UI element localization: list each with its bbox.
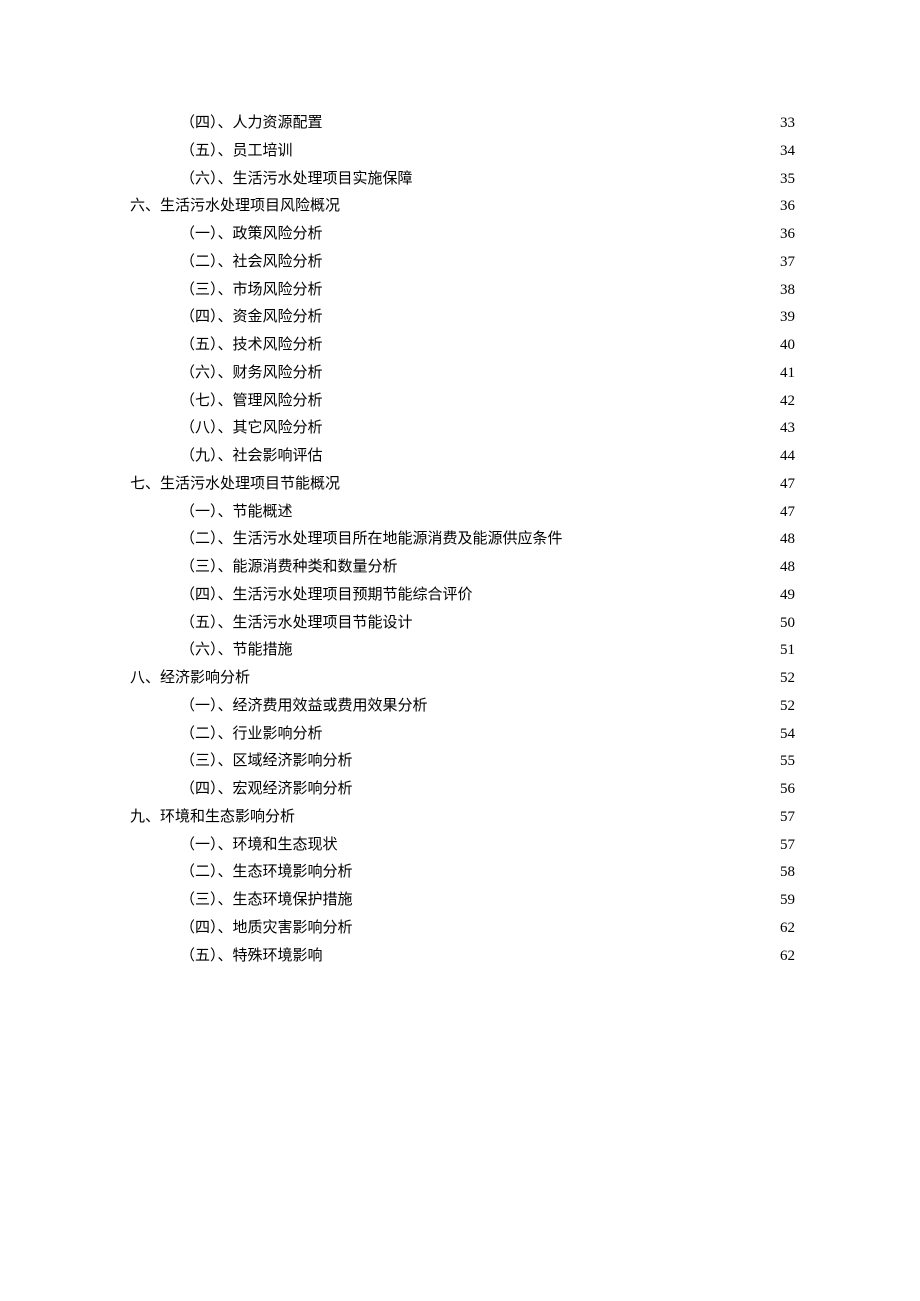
toc-entry: （三）、市场风险分析 38	[130, 277, 795, 305]
toc-entry: （七）、管理风险分析 42	[130, 388, 795, 416]
toc-entry: （三）、能源消费种类和数量分析 48	[130, 554, 795, 582]
toc-entry-page: 35	[780, 166, 795, 194]
toc-entry: （六）、节能措施 51	[130, 637, 795, 665]
toc-entry: （三）、区域经济影响分析 55	[130, 748, 795, 776]
toc-entry-page: 36	[780, 193, 795, 221]
toc-entry-label: （六）、节能措施	[180, 637, 293, 665]
toc-entry: （二）、行业影响分析 54	[130, 721, 795, 749]
toc-entry-page: 36	[780, 221, 795, 249]
toc-entry-label: 七、生活污水处理项目节能概况	[130, 471, 340, 499]
toc-entry-label: 九、环境和生态影响分析	[130, 804, 295, 832]
toc-entry-label: （七）、管理风险分析	[180, 388, 323, 416]
toc-entry: （四）、宏观经济影响分析 56	[130, 776, 795, 804]
toc-entry-page: 49	[780, 582, 795, 610]
toc-entry-label: （六）、财务风险分析	[180, 360, 323, 388]
toc-entry: （二）、生活污水处理项目所在地能源消费及能源供应条件 48	[130, 526, 795, 554]
toc-entry: （四）、生活污水处理项目预期节能综合评价 49	[130, 582, 795, 610]
toc-entry-page: 39	[780, 304, 795, 332]
toc-entry-page: 42	[780, 388, 795, 416]
toc-entry: （一）、经济费用效益或费用效果分析 52	[130, 693, 795, 721]
toc-entry-label: （三）、市场风险分析	[180, 277, 323, 305]
toc-entry-label: 八、经济影响分析	[130, 665, 250, 693]
toc-entry-page: 33	[780, 110, 795, 138]
toc-entry-label: （二）、生态环境影响分析	[180, 859, 353, 887]
toc-entry-label: （四）、人力资源配置	[180, 110, 323, 138]
toc-entry-label: （五）、技术风险分析	[180, 332, 323, 360]
toc-entry-page: 47	[780, 499, 795, 527]
toc-entry: （一）、政策风险分析 36	[130, 221, 795, 249]
toc-entry-page: 56	[780, 776, 795, 804]
toc-entry-label: （二）、社会风险分析	[180, 249, 323, 277]
toc-entry-label: （四）、生活污水处理项目预期节能综合评价	[180, 582, 473, 610]
toc-entry-page: 48	[780, 554, 795, 582]
toc-entry-page: 43	[780, 415, 795, 443]
toc-entry-page: 55	[780, 748, 795, 776]
toc-entry-page: 50	[780, 610, 795, 638]
toc-entry: （九）、社会影响评估 44	[130, 443, 795, 471]
toc-entry: （五）、技术风险分析 40	[130, 332, 795, 360]
toc-entry: 九、环境和生态影响分析 57	[130, 804, 795, 832]
toc-entry: （三）、生态环境保护措施 59	[130, 887, 795, 915]
toc-entry: 八、经济影响分析 52	[130, 665, 795, 693]
toc-entry-label: （八）、其它风险分析	[180, 415, 323, 443]
toc-entry-page: 58	[780, 859, 795, 887]
toc-entry: （一）、节能概述 47	[130, 499, 795, 527]
toc-entry-label: （三）、能源消费种类和数量分析	[180, 554, 398, 582]
toc-entry-page: 48	[780, 526, 795, 554]
toc-entry: （五）、生活污水处理项目节能设计 50	[130, 610, 795, 638]
toc-entry: （一）、环境和生态现状 57	[130, 832, 795, 860]
toc-entry: （四）、人力资源配置 33	[130, 110, 795, 138]
toc-entry-label: （一）、政策风险分析	[180, 221, 323, 249]
toc-entry-label: （三）、区域经济影响分析	[180, 748, 353, 776]
toc-entry-label: （一）、经济费用效益或费用效果分析	[180, 693, 428, 721]
table-of-contents: （四）、人力资源配置 33 （五）、员工培训 34 （六）、生活污水处理项目实施保障 35…	[130, 110, 795, 970]
toc-entry: （五）、特殊环境影响 62	[130, 943, 795, 971]
toc-entry-label: （四）、地质灾害影响分析	[180, 915, 353, 943]
toc-entry-label: （一）、环境和生态现状	[180, 832, 338, 860]
toc-entry-label: （五）、特殊环境影响	[180, 943, 323, 971]
toc-entry: （四）、地质灾害影响分析 62	[130, 915, 795, 943]
toc-entry-page: 41	[780, 360, 795, 388]
toc-entry-page: 54	[780, 721, 795, 749]
toc-entry: （四）、资金风险分析 39	[130, 304, 795, 332]
toc-entry-label: （四）、宏观经济影响分析	[180, 776, 353, 804]
toc-entry: （六）、生活污水处理项目实施保障 35	[130, 166, 795, 194]
toc-entry-page: 40	[780, 332, 795, 360]
toc-entry-label: （一）、节能概述	[180, 499, 293, 527]
toc-entry-page: 38	[780, 277, 795, 305]
toc-entry-label: （二）、行业影响分析	[180, 721, 323, 749]
toc-entry-label: （六）、生活污水处理项目实施保障	[180, 166, 413, 194]
toc-entry-page: 44	[780, 443, 795, 471]
toc-entry-page: 59	[780, 887, 795, 915]
toc-entry-page: 52	[780, 693, 795, 721]
toc-entry: （二）、生态环境影响分析 58	[130, 859, 795, 887]
toc-entry: （六）、财务风险分析 41	[130, 360, 795, 388]
toc-entry: （五）、员工培训 34	[130, 138, 795, 166]
toc-entry-page: 57	[780, 804, 795, 832]
toc-entry: （二）、社会风险分析 37	[130, 249, 795, 277]
toc-entry: 七、生活污水处理项目节能概况 47	[130, 471, 795, 499]
toc-entry-page: 37	[780, 249, 795, 277]
toc-entry: （八）、其它风险分析 43	[130, 415, 795, 443]
toc-entry-page: 52	[780, 665, 795, 693]
toc-entry-page: 62	[780, 943, 795, 971]
toc-entry-label: （四）、资金风险分析	[180, 304, 323, 332]
toc-entry-label: （三）、生态环境保护措施	[180, 887, 353, 915]
toc-entry-page: 62	[780, 915, 795, 943]
toc-entry-label: （二）、生活污水处理项目所在地能源消费及能源供应条件	[180, 526, 563, 554]
toc-entry-label: （九）、社会影响评估	[180, 443, 323, 471]
toc-entry-page: 47	[780, 471, 795, 499]
toc-entry-page: 57	[780, 832, 795, 860]
toc-entry-label: （五）、生活污水处理项目节能设计	[180, 610, 413, 638]
toc-entry-label: （五）、员工培训	[180, 138, 293, 166]
toc-entry: 六、生活污水处理项目风险概况 36	[130, 193, 795, 221]
toc-entry-page: 51	[780, 637, 795, 665]
toc-entry-label: 六、生活污水处理项目风险概况	[130, 193, 340, 221]
toc-entry-page: 34	[780, 138, 795, 166]
